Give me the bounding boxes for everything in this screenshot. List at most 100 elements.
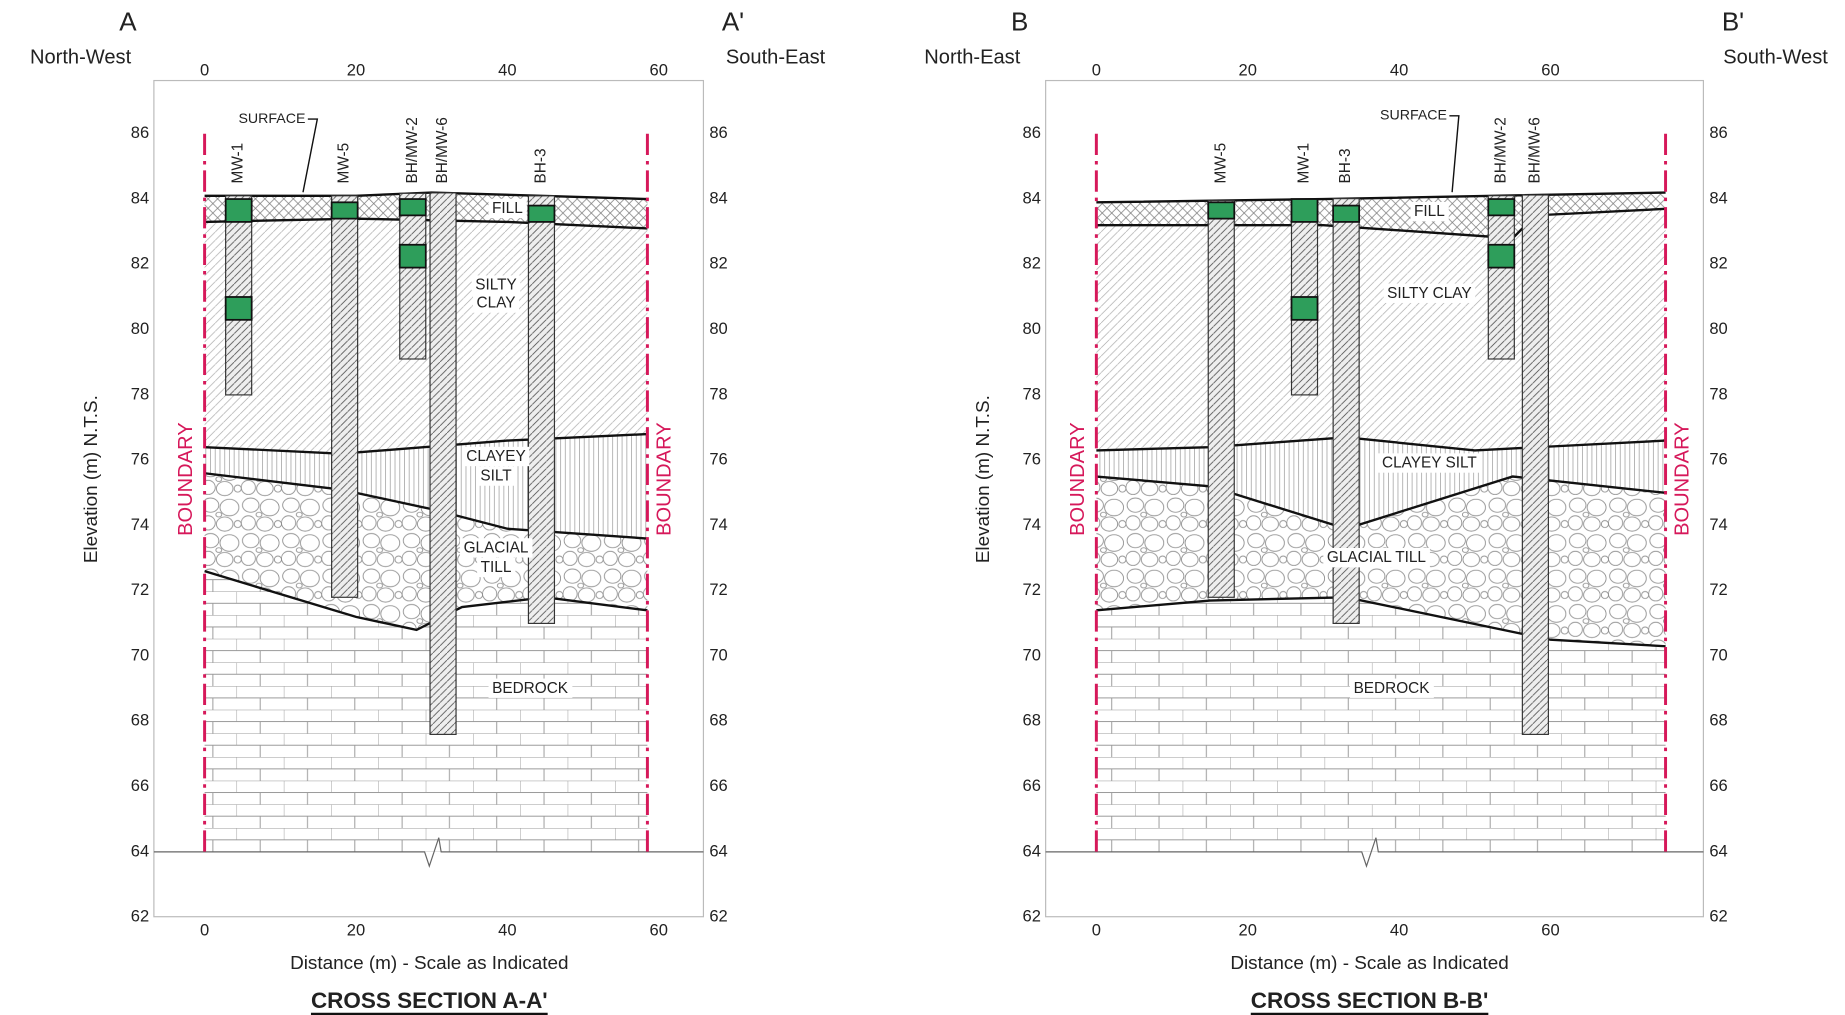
y-tick-label: 74 <box>1023 515 1041 534</box>
borehole <box>400 193 426 359</box>
well-screen <box>1208 202 1234 218</box>
x-tick-label: 60 <box>650 60 668 79</box>
soil-layer <box>1096 209 1665 451</box>
borehole <box>1522 195 1548 734</box>
y-tick-label: 62 <box>709 907 727 926</box>
y-tick-label: 66 <box>1709 776 1727 795</box>
y-tick-label: 72 <box>1709 580 1727 599</box>
x-tick-label: 60 <box>1541 920 1559 939</box>
layer-label: BEDROCK <box>492 680 569 697</box>
borehole-label: MW-1 <box>230 143 247 184</box>
y-tick-label: 64 <box>709 841 727 860</box>
well-screen <box>1488 245 1514 268</box>
y-tick-label: 68 <box>1709 711 1727 730</box>
y-tick-label: 80 <box>1709 319 1727 338</box>
boundary-label: BOUNDARY <box>1672 422 1694 536</box>
section-title: CROSS SECTION B-B' <box>1251 988 1489 1013</box>
y-tick-label: 80 <box>1023 319 1041 338</box>
y-tick-label: 80 <box>709 319 727 338</box>
x-tick-label: 60 <box>650 920 668 939</box>
section-start: A <box>119 7 137 37</box>
section-start: B <box>1011 7 1028 37</box>
y-tick-label: 68 <box>131 711 149 730</box>
y-tick-label: 86 <box>131 123 149 142</box>
borehole <box>1488 196 1514 359</box>
y-tick-label: 84 <box>709 188 727 207</box>
layer-label: CLAYEY <box>466 448 525 465</box>
y-tick-label: 64 <box>1023 841 1041 860</box>
x-tick-label: 0 <box>200 920 209 939</box>
borehole <box>226 196 252 395</box>
y-tick-label: 86 <box>1709 123 1727 142</box>
x-tick-label: 40 <box>1390 920 1408 939</box>
start-direction: North-East <box>924 46 1020 68</box>
y-tick-label: 74 <box>131 515 149 534</box>
borehole-label: MW-1 <box>1296 143 1313 184</box>
y-tick-label: 72 <box>709 580 727 599</box>
layer-label: SILTY CLAY <box>1387 285 1472 302</box>
layer-label: TILL <box>481 559 512 576</box>
y-tick-label: 76 <box>131 450 149 469</box>
y-tick-label: 74 <box>709 515 727 534</box>
cross-sections: MW-1MW-5BH/MW-2BH/MW-6BH-3FILLSILTYCLAYC… <box>0 0 1845 1015</box>
layer-label: FILL <box>1414 203 1445 220</box>
surface-label: SURFACE <box>238 111 305 127</box>
y-tick-label: 62 <box>1023 907 1041 926</box>
x-tick-label: 20 <box>1239 60 1257 79</box>
y-tick-label: 62 <box>131 907 149 926</box>
borehole <box>528 196 554 624</box>
y-tick-label: 82 <box>1709 254 1727 273</box>
section-title: CROSS SECTION A-A' <box>311 988 548 1013</box>
x-tick-label: 40 <box>1390 60 1408 79</box>
well-screen <box>1488 199 1514 215</box>
boundary-label: BOUNDARY <box>175 422 197 536</box>
y-tick-label: 78 <box>131 384 149 403</box>
end-direction: South-West <box>1723 46 1828 68</box>
y-tick-label: 64 <box>1709 841 1727 860</box>
well-screen <box>1292 297 1318 320</box>
y-tick-label: 84 <box>1023 188 1041 207</box>
x-tick-label: 20 <box>347 60 365 79</box>
borehole <box>1208 201 1234 598</box>
borehole <box>430 193 456 735</box>
borehole-label: BH-3 <box>532 148 549 183</box>
x-tick-label: 40 <box>498 60 516 79</box>
x-tick-label: 0 <box>1092 920 1101 939</box>
layer-label: CLAY <box>477 295 516 312</box>
layer-label: SILT <box>480 468 512 485</box>
y-tick-label: 76 <box>709 450 727 469</box>
y-tick-label: 66 <box>1023 776 1041 795</box>
y-tick-label: 86 <box>1023 123 1041 142</box>
y-tick-label: 66 <box>709 776 727 795</box>
borehole-label: BH/MW-6 <box>1526 117 1543 183</box>
x-tick-label: 60 <box>1541 60 1559 79</box>
well-screen <box>226 199 252 222</box>
layer-label: SILTY <box>475 277 517 294</box>
x-tick-label: 0 <box>200 60 209 79</box>
borehole-label: BH/MW-6 <box>434 117 451 183</box>
boundary-label: BOUNDARY <box>1067 422 1089 536</box>
y-tick-label: 78 <box>709 384 727 403</box>
surface-label: SURFACE <box>1380 108 1447 124</box>
end-direction: South-East <box>726 46 826 68</box>
boundary-label: BOUNDARY <box>653 422 675 536</box>
y-tick-label: 82 <box>709 254 727 273</box>
y-tick-label: 74 <box>1709 515 1727 534</box>
y-tick-label: 72 <box>131 580 149 599</box>
start-direction: North-West <box>30 46 132 68</box>
borehole <box>332 196 358 598</box>
y-tick-label: 72 <box>1023 580 1041 599</box>
y-tick-label: 68 <box>1023 711 1041 730</box>
layer-label: GLACIAL <box>464 539 529 556</box>
y-tick-label: 78 <box>1023 384 1041 403</box>
y-axis-label: Elevation (m) N.T.S. <box>81 395 102 563</box>
y-tick-label: 64 <box>131 841 149 860</box>
borehole-label: MW-5 <box>1212 143 1229 184</box>
layer-label: CLAYEY SILT <box>1382 455 1477 472</box>
y-tick-label: 82 <box>131 254 149 273</box>
section-end: A' <box>722 7 744 37</box>
y-tick-label: 76 <box>1709 450 1727 469</box>
y-tick-label: 84 <box>131 188 149 207</box>
well-screen <box>226 297 252 320</box>
y-tick-label: 86 <box>709 123 727 142</box>
